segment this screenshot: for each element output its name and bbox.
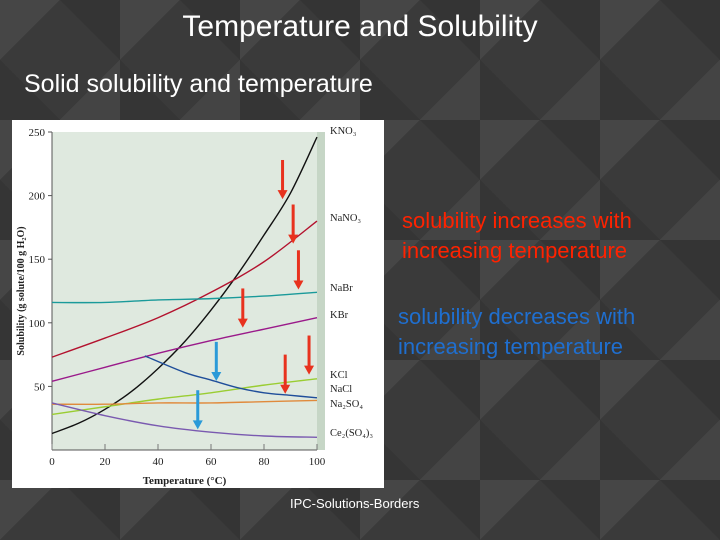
series-line xyxy=(144,355,318,399)
y-tick-label: 100 xyxy=(29,318,46,330)
series-label: KNO₃ xyxy=(330,126,357,137)
increase-arrow-head xyxy=(293,280,304,290)
x-tick-label: 100 xyxy=(309,456,326,468)
series-line xyxy=(51,399,318,406)
increase-arrow-head xyxy=(280,384,291,394)
x-tick-label: 40 xyxy=(153,456,165,468)
decrease-arrow-head xyxy=(211,372,222,382)
x-tick-label: 60 xyxy=(206,456,218,468)
increase-arrow-head xyxy=(304,365,315,375)
series-line xyxy=(51,402,318,438)
x-axis-label: Temperature (°C) xyxy=(143,475,227,487)
chart-panel: 50 100 150 200 250 0 20 40 60 80 100 Temperature (°… xyxy=(12,120,384,488)
series-line xyxy=(51,220,318,358)
decrease-callout: solubility decreases with increasing tem… xyxy=(398,304,636,359)
series-label: KCl xyxy=(330,370,348,381)
y-tick-label: 150 xyxy=(29,254,46,266)
increase-arrow-head xyxy=(237,318,248,328)
series-label: NaNO₃ xyxy=(330,213,361,224)
series-label: Ce₂(SO₄)₃ xyxy=(330,428,373,439)
y-tick-label: 250 xyxy=(29,127,46,139)
series-label: Na₂SO₄ xyxy=(330,399,363,410)
increase-callout: solubility increases with increasing tem… xyxy=(402,208,632,263)
increase-arrow-head xyxy=(277,190,288,200)
plot-area xyxy=(52,132,317,450)
series-line xyxy=(51,291,318,304)
plot-right-band xyxy=(317,132,325,450)
y-axis-label: Solubility (g solute/100 g H₂O) xyxy=(16,226,27,355)
solubility-chart: 50 100 150 200 250 0 20 40 60 80 100 Temperature (°… xyxy=(16,126,373,487)
series-line xyxy=(51,317,318,382)
series-label: NaBr xyxy=(330,283,353,294)
slide-subtitle: Solid solubility and temperature xyxy=(24,70,373,98)
series-label: NaCl xyxy=(330,384,352,395)
y-tick-label: 50 xyxy=(34,381,46,393)
series-line xyxy=(51,378,318,416)
x-tick-label: 0 xyxy=(49,456,55,468)
slide-title: Temperature and Solubility xyxy=(182,10,538,43)
y-tick-label: 200 xyxy=(29,191,46,203)
footer-credit: IPC-Solutions-Borders xyxy=(290,496,420,511)
series-label: KBr xyxy=(330,310,349,321)
increase-arrow-head xyxy=(288,234,299,244)
decrease-arrow-head xyxy=(192,420,203,430)
x-tick-label: 80 xyxy=(259,456,271,468)
x-tick-label: 20 xyxy=(100,456,112,468)
